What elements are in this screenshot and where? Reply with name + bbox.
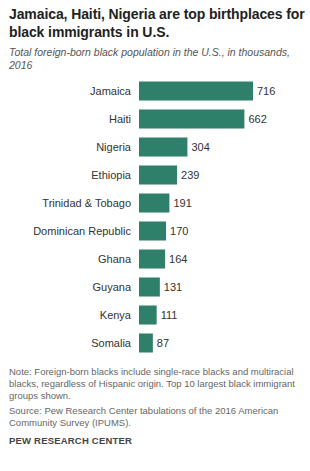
bar — [139, 306, 157, 325]
footer: Note: Foreign-born blacks include single… — [9, 366, 301, 446]
category-label: Trinidad & Tobago — [42, 197, 131, 209]
bar — [139, 278, 160, 297]
bar — [139, 138, 187, 157]
credit: PEW RESEARCH CENTER — [9, 435, 301, 446]
data-label: 87 — [157, 337, 169, 349]
data-label: 239 — [181, 169, 199, 181]
category-label: Guyana — [92, 281, 131, 293]
data-label: 191 — [173, 197, 191, 209]
subtitle: Total foreign-born black population in t… — [9, 46, 299, 72]
category-label: Dominican Republic — [33, 225, 131, 237]
bars — [139, 82, 253, 353]
category-label: Haiti — [109, 113, 131, 125]
bar — [139, 166, 177, 185]
bar — [139, 222, 166, 241]
category-label: Jamaica — [90, 85, 132, 97]
bar — [139, 110, 244, 129]
bar — [139, 250, 165, 269]
category-label: Somalia — [91, 337, 132, 349]
data-label: 170 — [170, 225, 188, 237]
category-label: Ethiopia — [91, 169, 132, 181]
data-label: 111 — [161, 309, 178, 321]
note: Note: Foreign-born blacks include single… — [9, 366, 301, 402]
data-label: 662 — [248, 113, 266, 125]
bar — [139, 194, 169, 213]
title: Jamaica, Haiti, Nigeria are top birthpla… — [9, 5, 307, 41]
category-label: Kenya — [100, 309, 132, 321]
bar — [139, 82, 253, 101]
data-label: 716 — [257, 85, 275, 97]
labels: Jamaica 716 Haiti 662 Nigeria 304 Ethiopia 239 T… — [33, 85, 275, 349]
data-label: 164 — [169, 253, 187, 265]
category-label: Nigeria — [96, 141, 132, 153]
bar — [139, 334, 153, 353]
data-label: 304 — [191, 141, 209, 153]
source: Source: Pew Research Center tabulations … — [9, 405, 301, 429]
category-label: Ghana — [98, 253, 132, 265]
data-label: 131 — [164, 281, 182, 293]
